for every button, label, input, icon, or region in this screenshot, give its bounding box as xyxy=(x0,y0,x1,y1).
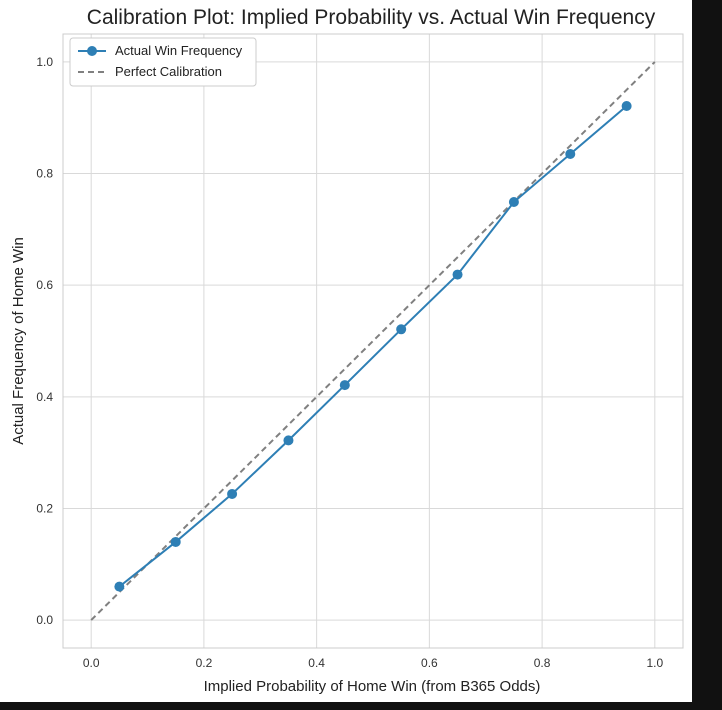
y-tick-label: 1.0 xyxy=(36,55,53,69)
y-axis-label: Actual Frequency of Home Win xyxy=(10,237,27,445)
data-point xyxy=(508,197,519,208)
x-tick-label: 0.0 xyxy=(83,656,100,670)
x-tick-label: 0.8 xyxy=(534,656,551,670)
legend-marker-actual xyxy=(87,46,97,56)
perfect-calibration-line xyxy=(90,61,656,621)
data-point xyxy=(227,488,238,499)
legend-box xyxy=(69,37,257,87)
chart-title: Calibration Plot: Implied Probability vs… xyxy=(87,6,656,29)
x-tick-label: 0.6 xyxy=(421,656,438,670)
data-point xyxy=(170,536,181,547)
data-point xyxy=(283,435,294,446)
y-tick-label: 0.0 xyxy=(36,613,53,627)
grid xyxy=(63,34,683,648)
chart-figure: 0.0 0.2 0.4 0.6 0.8 1.0 0.0 0.2 0.4 0.6 0.8 1.0 Cal… xyxy=(0,0,692,702)
actual-win-frequency-line xyxy=(118,105,628,588)
series-layer xyxy=(90,61,656,621)
calibration-chart: 0.0 0.2 0.4 0.6 0.8 1.0 0.0 0.2 0.4 0.6 0.8 1.0 Cal… xyxy=(10,6,684,695)
data-point xyxy=(339,380,350,391)
legend-label-perfect: Perfect Calibration xyxy=(115,64,222,79)
legend: Actual Win Frequency Perfect Calibration xyxy=(69,37,257,87)
y-tick-label: 0.2 xyxy=(36,501,53,515)
plot-frame xyxy=(62,33,684,649)
data-point xyxy=(565,149,576,160)
data-point xyxy=(114,581,125,592)
data-point xyxy=(452,269,463,280)
x-tick-label: 0.4 xyxy=(308,656,325,670)
data-point xyxy=(621,101,632,112)
y-tick-label: 0.6 xyxy=(36,278,53,292)
x-tick-label: 0.2 xyxy=(196,656,213,670)
ticks: 0.0 0.2 0.4 0.6 0.8 1.0 0.0 0.2 0.4 0.6 0.8 1.0 xyxy=(36,55,663,670)
data-point xyxy=(396,324,407,335)
y-tick-label: 0.4 xyxy=(36,390,53,404)
legend-label-actual: Actual Win Frequency xyxy=(115,43,243,58)
x-axis-label: Implied Probability of Home Win (from B3… xyxy=(204,678,541,695)
y-tick-label: 0.8 xyxy=(36,167,53,181)
x-tick-label: 1.0 xyxy=(646,656,663,670)
